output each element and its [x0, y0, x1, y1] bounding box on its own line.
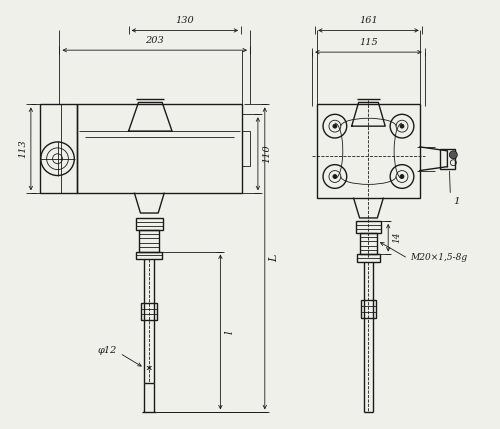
Text: 1: 1 [454, 197, 460, 206]
Bar [136, 218, 163, 230]
Circle shape [333, 124, 337, 128]
Bar [40, 104, 62, 193]
Bar [136, 251, 162, 260]
Bar [78, 104, 242, 193]
Text: 130: 130 [176, 16, 194, 25]
Circle shape [400, 124, 404, 128]
Circle shape [333, 175, 337, 178]
Text: 203: 203 [146, 36, 164, 45]
Bar [360, 300, 376, 317]
Bar [40, 104, 78, 193]
Bar [356, 221, 382, 233]
Bar [140, 230, 159, 251]
Bar [317, 104, 420, 198]
Text: φ12: φ12 [98, 346, 116, 355]
Text: 115: 115 [359, 38, 378, 47]
Bar [356, 254, 380, 263]
Text: M20×1,5-8g: M20×1,5-8g [410, 254, 467, 263]
Text: L: L [269, 255, 279, 262]
Bar [242, 131, 250, 166]
Bar [142, 302, 157, 320]
Circle shape [400, 175, 404, 178]
Bar [360, 233, 378, 254]
Text: 161: 161 [359, 16, 378, 25]
Circle shape [450, 151, 458, 159]
Text: 113: 113 [18, 139, 27, 158]
Bar [440, 149, 456, 169]
Text: 110: 110 [262, 145, 271, 163]
Text: 14: 14 [392, 232, 401, 243]
Text: l: l [224, 330, 234, 334]
